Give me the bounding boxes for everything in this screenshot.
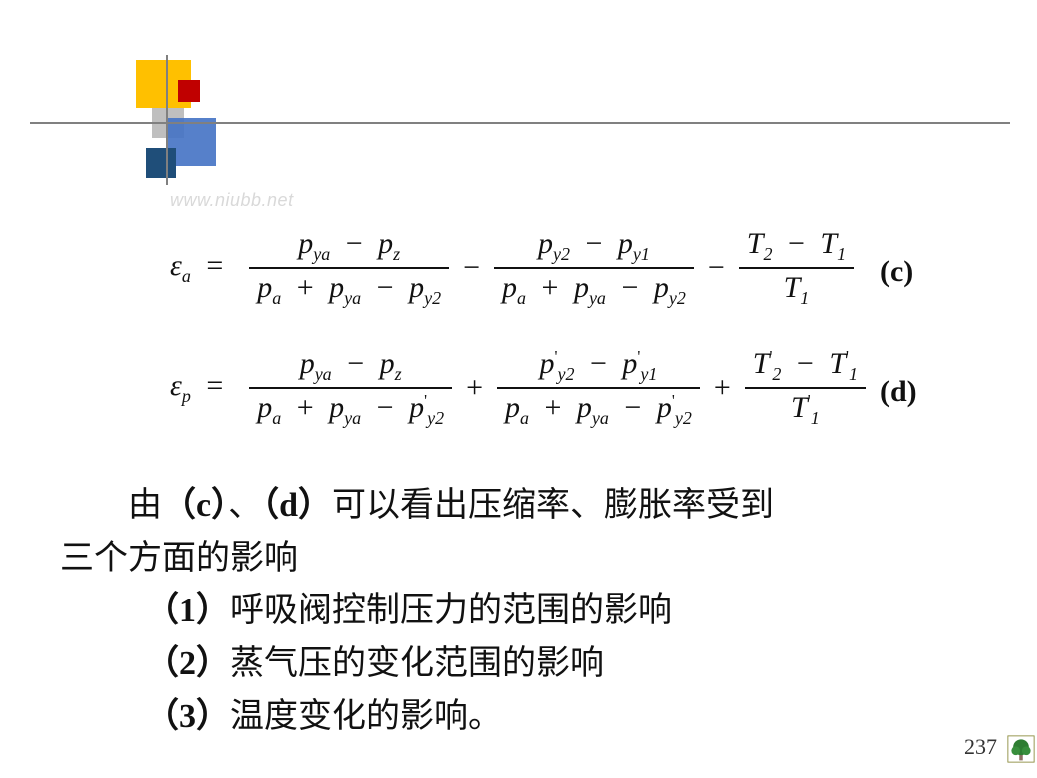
body-item-1: （1）呼吸阀控制压力的范围的影响 (60, 585, 977, 638)
header-decoration (100, 60, 230, 180)
equation-c-lhs: εa = (170, 249, 231, 287)
equation-d-label: (d) (880, 375, 917, 409)
body-intro-2: 三个方面的影响 (60, 533, 977, 586)
header-vertical-line (166, 55, 168, 185)
equation-d-term3: T'2 − T'1 T'1 (745, 345, 866, 431)
body-item-3: （3）温度变化的影响。 (60, 691, 977, 744)
equation-c-term2: py2 − py1 pa + pya − py2 (494, 225, 694, 311)
equation-d-lhs: εp = (170, 369, 231, 407)
equation-d-term2: p'y2 − p'y1 pa + pya − p'y2 (497, 345, 700, 431)
body-text: 由（c）、（d）可以看出压缩率、膨胀率受到 三个方面的影响 （1）呼吸阀控制压力… (60, 480, 977, 743)
equation-c-label: (c) (880, 255, 913, 289)
tree-icon (1007, 735, 1035, 763)
body-intro: 由（c）、（d）可以看出压缩率、膨胀率受到 (60, 480, 977, 533)
equation-d: εp = pya − pz pa + pya − p'y2 + p'y2 − p… (170, 345, 872, 431)
equation-c-term3: T2 − T1 T1 (739, 225, 854, 311)
header-horizontal-line (30, 122, 1010, 124)
deco-square-red (178, 80, 200, 102)
equation-c-term1: pya − pz pa + pya − py2 (249, 225, 449, 311)
page-number: 237 (964, 734, 997, 760)
equation-c: εa = pya − pz pa + pya − py2 − py2 − py1… (170, 225, 860, 311)
deco-square-darkblue (146, 148, 176, 178)
body-item-2: （2）蒸气压的变化范围的影响 (60, 638, 977, 691)
equation-d-term1: pya − pz pa + pya − p'y2 (249, 345, 452, 431)
watermark-text: www.niubb.net (170, 190, 294, 211)
